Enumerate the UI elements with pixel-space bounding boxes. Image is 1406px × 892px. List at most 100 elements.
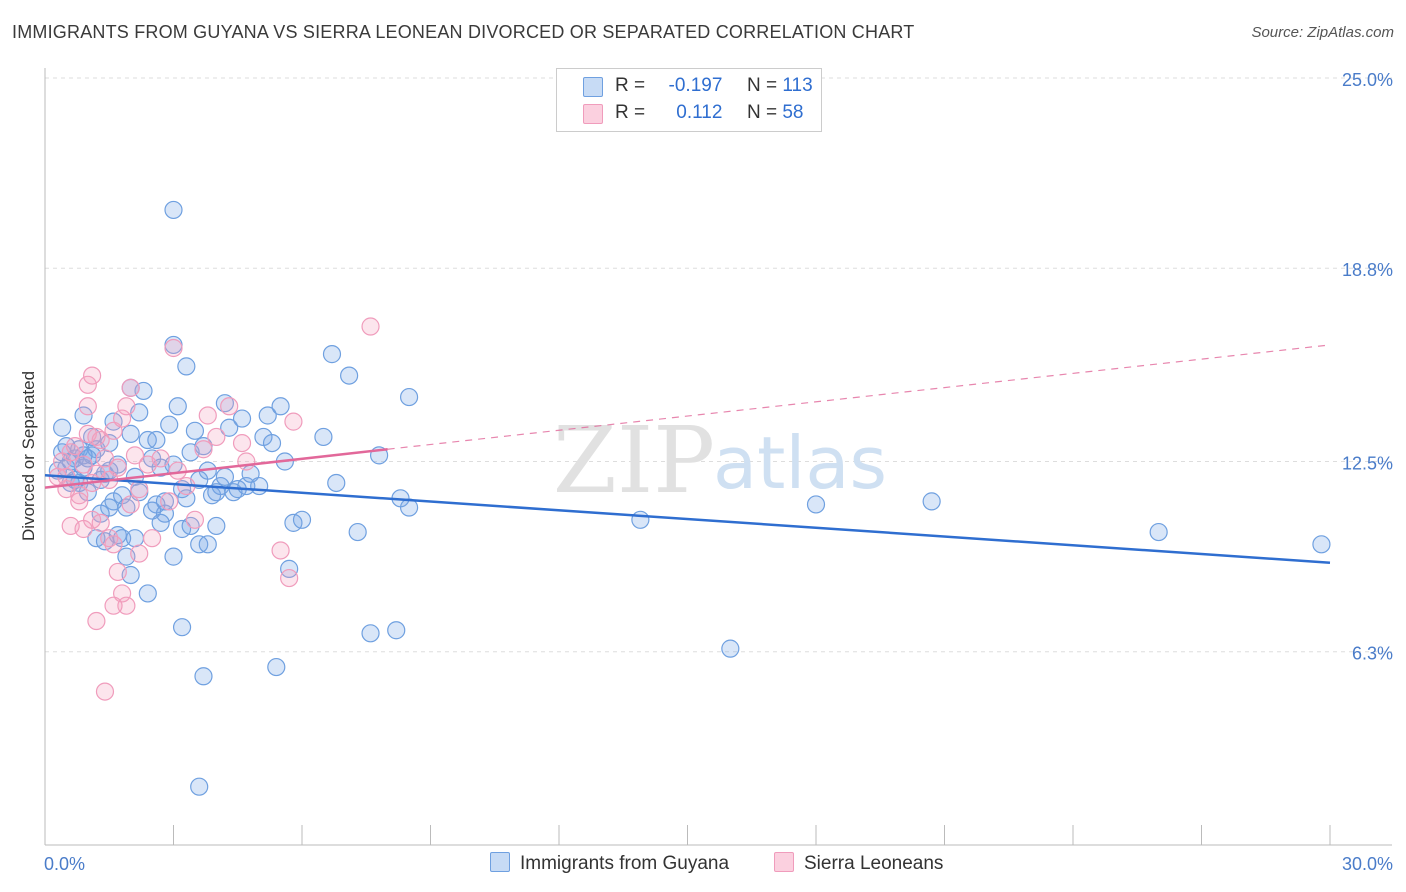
- point-sierra: [108, 458, 127, 477]
- trend-line-guyana: [44, 474, 1331, 564]
- bottom-legend-swatch-sierra: [774, 852, 794, 872]
- point-guyana: [631, 510, 650, 529]
- bottom-legend-guyana: Immigrants from Guyana: [490, 852, 729, 875]
- n-value-guyana: 113: [782, 75, 813, 96]
- legend-swatch-guyana: [583, 77, 603, 97]
- point-sierra: [78, 375, 97, 394]
- trend-line-sierra: [44, 447, 388, 489]
- x-tick-label: 30.0%: [1342, 854, 1393, 874]
- point-sierra: [284, 412, 303, 431]
- point-guyana: [327, 473, 346, 493]
- n-value-sierra: 58: [782, 102, 804, 123]
- bottom-legend-label-guyana: Immigrants from Guyana: [520, 853, 730, 874]
- point-guyana: [121, 424, 140, 443]
- point-guyana: [168, 397, 187, 416]
- point-guyana: [322, 345, 342, 364]
- stats-legend: R = -0.197 N = 113 R = 0.112 N = 58: [556, 68, 822, 132]
- r-value-guyana: -0.197: [668, 75, 723, 96]
- point-guyana: [399, 387, 419, 407]
- point-guyana: [53, 418, 72, 437]
- y-tick-label: 12.5%: [1342, 454, 1393, 474]
- point-sierra: [78, 397, 97, 416]
- point-sierra: [95, 682, 115, 701]
- watermark-atlas: atlas: [713, 421, 887, 505]
- point-guyana: [194, 667, 213, 686]
- point-guyana: [348, 522, 367, 542]
- point-guyana: [138, 584, 157, 603]
- point-guyana: [147, 430, 166, 450]
- point-sierra: [104, 421, 123, 440]
- point-sierra: [83, 366, 102, 385]
- point-sierra: [91, 513, 110, 532]
- legend-swatch-sierra: [583, 104, 603, 124]
- point-sierra: [125, 446, 145, 465]
- point-sierra: [121, 495, 140, 514]
- point-guyana: [164, 547, 183, 566]
- point-guyana: [220, 418, 239, 437]
- y-tick-label: 25.0%: [1342, 70, 1393, 90]
- point-sierra: [220, 397, 239, 416]
- x-tick-labels: 0.0% 30.0%: [44, 854, 1393, 874]
- watermark-zip: ZIP: [553, 407, 715, 514]
- point-sierra: [185, 510, 205, 529]
- point-sierra: [280, 568, 299, 588]
- point-sierra: [95, 449, 115, 468]
- point-guyana: [292, 510, 312, 529]
- point-sierra: [164, 338, 183, 358]
- legend-stats-guyana: R = -0.197 N = 113: [615, 75, 813, 96]
- point-sierra: [121, 378, 140, 397]
- point-sierra: [117, 397, 136, 416]
- point-guyana: [361, 624, 380, 643]
- axes: [44, 68, 1392, 846]
- gridlines: [45, 77, 1392, 653]
- point-sierra: [74, 455, 93, 474]
- point-guyana: [142, 501, 162, 520]
- point-sierra: [194, 440, 213, 459]
- point-sierra: [207, 427, 226, 447]
- point-guyana: [160, 415, 179, 434]
- point-sierra: [104, 596, 123, 615]
- point-sierra: [108, 562, 127, 582]
- point-guyana: [1149, 522, 1168, 542]
- y-tick-label: 6.3%: [1352, 644, 1393, 664]
- point-sierra: [104, 535, 123, 554]
- point-guyana: [215, 467, 234, 486]
- trend-extension-sierra: [387, 344, 1331, 450]
- point-sierra: [271, 541, 290, 560]
- point-guyana: [232, 409, 252, 428]
- point-guyana: [340, 366, 359, 385]
- source-label: Source: ZipAtlas.com: [1251, 24, 1394, 41]
- y-tick-labels: 6.3% 12.5% 18.8% 25.0%: [1342, 70, 1393, 664]
- point-guyana: [207, 516, 226, 536]
- chart-title: IMMIGRANTS FROM GUYANA VS SIERRA LEONEAN…: [12, 22, 915, 42]
- point-guyana: [387, 621, 406, 640]
- point-guyana: [922, 492, 941, 511]
- legend-stats-sierra: R = 0.112 N = 58: [615, 102, 804, 123]
- point-guyana: [151, 513, 170, 532]
- point-guyana: [164, 200, 183, 220]
- point-guyana: [155, 492, 175, 511]
- data-points: [48, 200, 1331, 796]
- point-guyana: [258, 406, 277, 425]
- point-sierra: [65, 437, 85, 456]
- point-guyana: [198, 535, 217, 554]
- point-sierra: [232, 433, 252, 453]
- point-sierra: [237, 452, 256, 471]
- point-guyana: [177, 357, 196, 376]
- point-sierra: [130, 544, 149, 563]
- point-guyana: [74, 406, 93, 425]
- point-sierra: [168, 461, 187, 480]
- point-guyana: [280, 559, 299, 578]
- point-guyana: [250, 476, 269, 496]
- point-sierra: [117, 596, 136, 615]
- point-sierra: [87, 611, 106, 631]
- y-tick-label: 18.8%: [1342, 260, 1393, 280]
- point-sierra: [87, 427, 106, 447]
- point-sierra: [70, 486, 89, 505]
- bottom-legend-swatch-guyana: [490, 852, 510, 872]
- bottom-legend-label-sierra: Sierra Leoneans: [804, 853, 944, 874]
- point-guyana: [190, 777, 209, 796]
- point-guyana: [806, 495, 826, 514]
- point-sierra: [160, 492, 179, 511]
